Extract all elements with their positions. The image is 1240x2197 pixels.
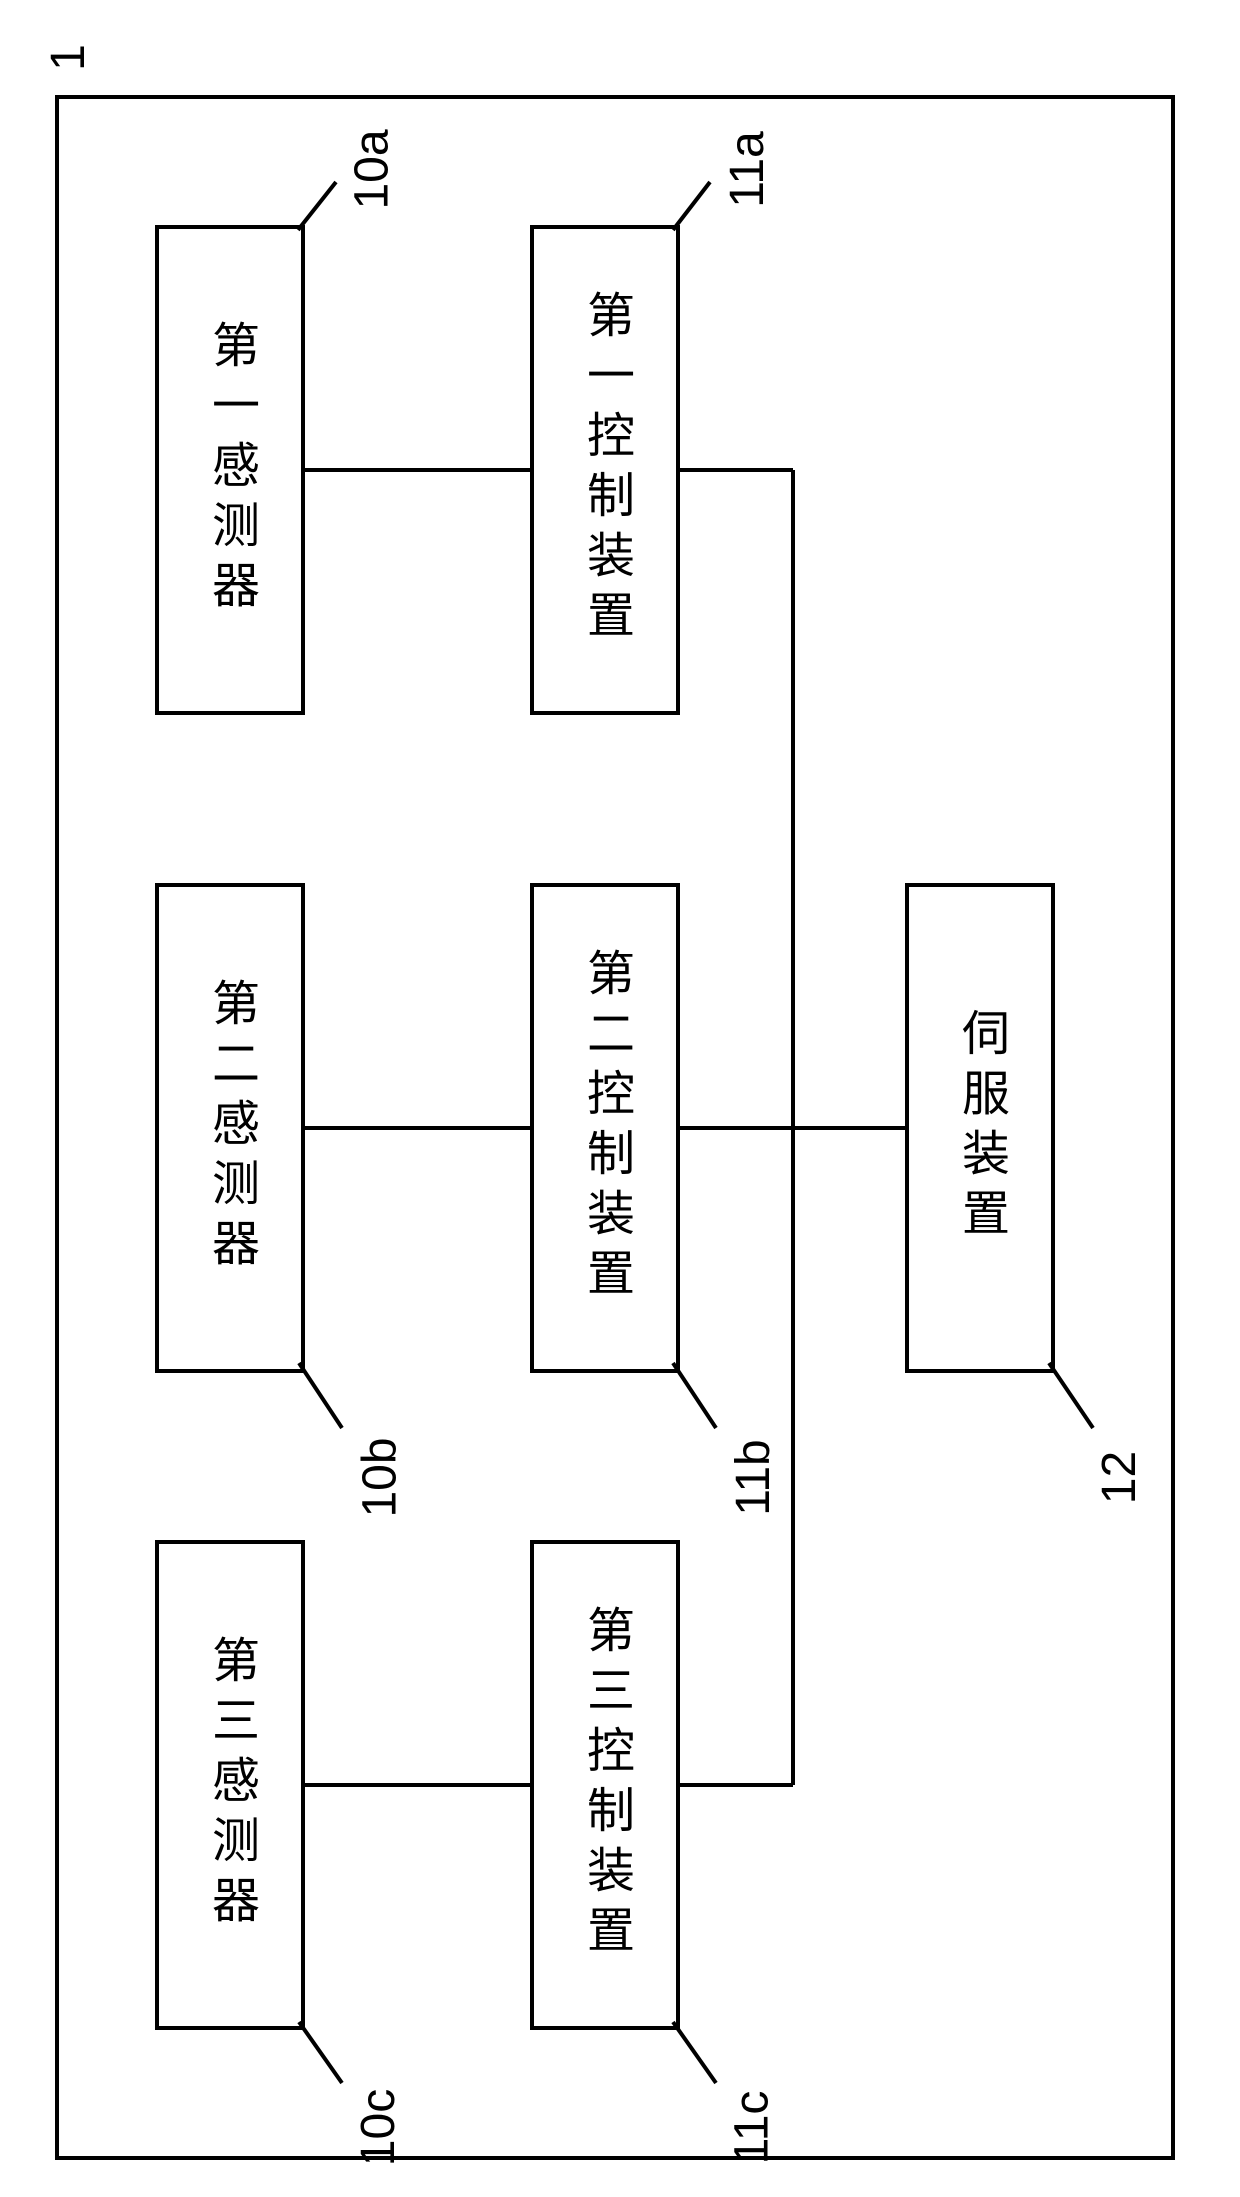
block-sensor3-label: 第三感测器 xyxy=(195,1635,265,1935)
ref-10c: 10c xyxy=(351,2089,406,2166)
block-control1: 第一控制装置 xyxy=(530,225,680,715)
block-control3-label: 第三控制装置 xyxy=(570,1605,640,1965)
block-control2-label: 第二控制装置 xyxy=(570,948,640,1308)
block-sensor1-label: 第一感测器 xyxy=(195,320,265,620)
block-diagram: 1 第一感测器 第二感测器 第三感测器 第一控制装置 第二控制装置 第三控制装置… xyxy=(0,0,1240,2197)
block-servo-label: 伺服装置 xyxy=(945,1008,1015,1248)
block-control2: 第二控制装置 xyxy=(530,883,680,1373)
ref-10a: 10a xyxy=(345,129,400,209)
ref-10b: 10b xyxy=(353,1437,408,1517)
ref-12: 12 xyxy=(1092,1451,1147,1504)
diagram-number-label: 1 xyxy=(41,44,96,71)
block-servo: 伺服装置 xyxy=(905,883,1055,1373)
block-sensor1: 第一感测器 xyxy=(155,225,305,715)
block-sensor3: 第三感测器 xyxy=(155,1540,305,2030)
ref-11a: 11a xyxy=(720,131,775,208)
ref-11c: 11c xyxy=(724,2091,779,2165)
block-control1-label: 第一控制装置 xyxy=(570,290,640,650)
block-sensor2: 第二感测器 xyxy=(155,883,305,1373)
block-sensor2-label: 第二感测器 xyxy=(195,978,265,1278)
block-control3: 第三控制装置 xyxy=(530,1540,680,2030)
ref-11b: 11b xyxy=(726,1439,781,1516)
